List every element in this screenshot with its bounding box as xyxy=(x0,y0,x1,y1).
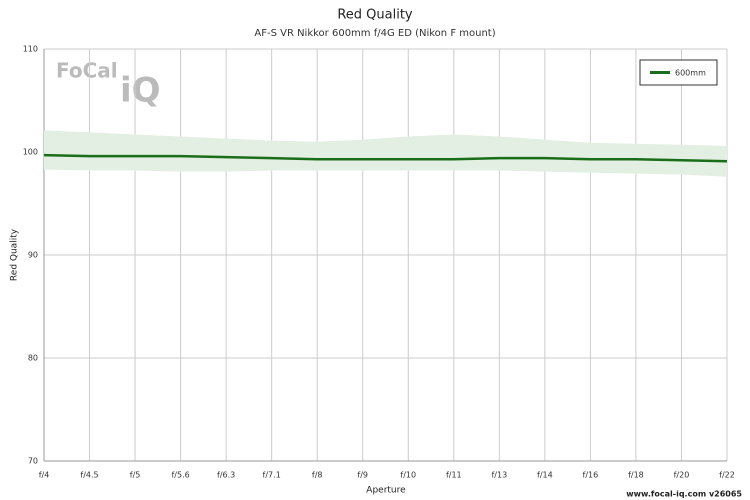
x-tick-label: f/4.5 xyxy=(80,471,98,480)
confidence-band xyxy=(44,130,727,177)
logo-text: FoCal xyxy=(56,59,118,83)
x-axis-label: Aperture xyxy=(366,486,406,496)
x-tick-label: f/16 xyxy=(583,471,599,480)
y-tick-label: 80 xyxy=(28,354,38,363)
x-tick-label: f/5.6 xyxy=(171,471,189,480)
x-tick-label: f/7.1 xyxy=(263,471,281,480)
x-tick-label: f/6.3 xyxy=(217,471,235,480)
x-tick-label: f/22 xyxy=(719,471,735,480)
x-tick-label: f/9 xyxy=(357,471,368,480)
x-tick-label: f/4 xyxy=(39,471,50,480)
x-tick-label: f/20 xyxy=(674,471,690,480)
legend-label: 600mm xyxy=(675,69,706,78)
x-tick-label: f/14 xyxy=(537,471,553,480)
chart-subtitle: AF-S VR Nikkor 600mm f/4G ED (Nikon F mo… xyxy=(254,28,495,39)
data-line xyxy=(43,153,728,163)
footer: www.focal-iq.com v26065 xyxy=(626,490,742,499)
x-tick-label: f/18 xyxy=(628,471,644,480)
y-tick-label: 70 xyxy=(28,457,38,466)
x-tick-label: f/10 xyxy=(400,471,416,480)
x-tick-label: f/13 xyxy=(491,471,507,480)
y-axis-label: Red Quality xyxy=(10,228,20,281)
y-tick-label: 100 xyxy=(23,148,38,157)
x-tick-label: f/5 xyxy=(130,471,141,480)
x-tick-label: f/11 xyxy=(446,471,462,480)
logo-text: iQ xyxy=(120,71,161,111)
y-tick-label: 90 xyxy=(28,251,38,260)
x-tick-label: f/8 xyxy=(312,471,323,480)
y-tick-label: 110 xyxy=(23,45,38,54)
chart-title: Red Quality xyxy=(337,8,413,23)
